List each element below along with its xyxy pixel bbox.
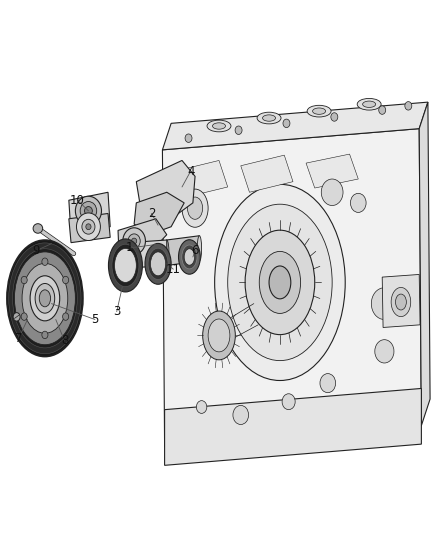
Circle shape [283,119,290,127]
Polygon shape [165,389,421,465]
Polygon shape [69,214,110,243]
Ellipse shape [80,201,97,220]
Ellipse shape [85,207,92,215]
Ellipse shape [363,101,376,108]
Text: 9: 9 [32,244,40,257]
Ellipse shape [165,240,169,265]
Polygon shape [69,192,110,235]
Ellipse shape [212,123,226,129]
Ellipse shape [179,240,200,274]
Polygon shape [162,102,428,150]
Ellipse shape [30,276,60,321]
Text: 11: 11 [166,263,181,276]
Text: 1: 1 [126,241,134,254]
Ellipse shape [207,120,231,132]
Ellipse shape [184,249,194,265]
Circle shape [13,313,20,321]
Circle shape [371,288,397,319]
Ellipse shape [39,290,50,307]
Ellipse shape [357,99,381,110]
Ellipse shape [109,239,142,292]
Ellipse shape [35,284,55,313]
Ellipse shape [86,224,91,230]
Ellipse shape [182,189,208,227]
Circle shape [63,313,69,320]
Polygon shape [241,155,293,192]
Circle shape [375,340,394,363]
Ellipse shape [391,287,411,317]
Text: 10: 10 [70,193,85,207]
Circle shape [331,113,338,121]
Ellipse shape [269,266,291,299]
Ellipse shape [313,108,325,114]
Circle shape [379,106,386,114]
Ellipse shape [22,263,68,333]
Ellipse shape [187,197,203,219]
Ellipse shape [82,219,95,234]
Ellipse shape [123,228,145,254]
Ellipse shape [148,248,168,279]
Ellipse shape [13,249,77,348]
Polygon shape [136,240,167,268]
Text: 6: 6 [191,244,199,257]
Circle shape [282,394,295,410]
Ellipse shape [150,252,166,276]
Circle shape [405,102,412,110]
Ellipse shape [7,240,83,357]
Ellipse shape [77,213,100,240]
Ellipse shape [208,319,230,352]
Ellipse shape [259,252,300,313]
Circle shape [350,193,366,213]
Polygon shape [306,154,358,188]
Polygon shape [382,274,420,327]
Ellipse shape [115,248,136,282]
Ellipse shape [131,238,137,244]
Circle shape [320,374,336,393]
Ellipse shape [112,244,139,287]
Ellipse shape [128,234,140,248]
Polygon shape [162,128,421,447]
Circle shape [63,276,69,284]
Circle shape [233,406,249,424]
Polygon shape [167,236,199,265]
Ellipse shape [245,230,315,335]
Circle shape [42,258,48,265]
Ellipse shape [33,224,42,233]
Ellipse shape [203,311,235,360]
Text: 2: 2 [148,207,155,220]
Polygon shape [136,160,195,219]
Ellipse shape [182,245,197,269]
Ellipse shape [228,204,332,361]
Polygon shape [176,160,228,198]
Ellipse shape [307,106,331,117]
Ellipse shape [262,115,276,121]
Polygon shape [419,102,430,425]
Text: 7: 7 [15,332,22,344]
Ellipse shape [396,294,406,310]
Text: 4: 4 [187,165,194,177]
Polygon shape [134,192,184,235]
Text: 3: 3 [113,305,120,318]
Circle shape [42,331,48,338]
Circle shape [321,179,343,206]
Ellipse shape [197,236,201,261]
Text: 8: 8 [61,334,68,347]
Ellipse shape [9,243,81,354]
Circle shape [185,134,192,142]
Circle shape [196,401,207,414]
Text: 5: 5 [91,313,99,326]
Ellipse shape [215,184,345,381]
Ellipse shape [145,244,171,284]
Circle shape [235,126,242,134]
Ellipse shape [75,196,102,225]
Polygon shape [118,219,167,253]
Circle shape [21,276,27,284]
Circle shape [21,313,27,320]
Ellipse shape [14,252,75,345]
Ellipse shape [16,255,74,342]
Ellipse shape [257,112,281,124]
